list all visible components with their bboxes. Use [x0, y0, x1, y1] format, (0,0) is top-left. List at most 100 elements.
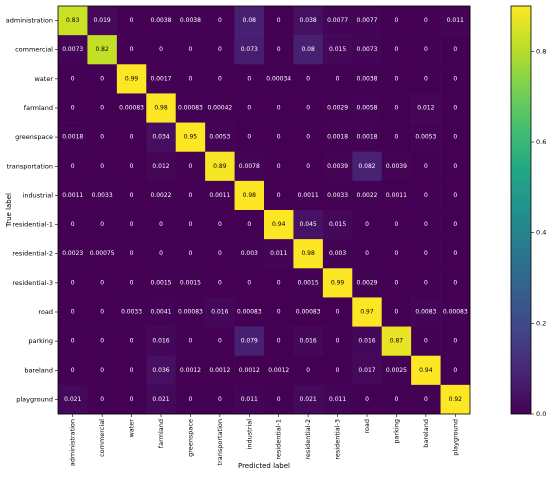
- cell-value-label: 0.97: [360, 309, 374, 316]
- heatmap-cell: [293, 355, 324, 386]
- heatmap-cell: [293, 268, 324, 298]
- cell-value-label: 0.003: [241, 250, 258, 257]
- heatmap-cell: [175, 297, 206, 327]
- cell-value-label: 0: [277, 17, 281, 24]
- cell-value-label: 0.99: [331, 279, 345, 286]
- y-tick-label: parking: [28, 337, 53, 345]
- heatmap-cell: [352, 35, 383, 65]
- heatmap-cell: [116, 355, 147, 386]
- cell-value-label: 0.00034: [266, 75, 291, 82]
- heatmap-cell: [264, 151, 294, 182]
- cell-value-label: 0: [159, 250, 163, 257]
- cell-value-label: 0: [336, 309, 340, 316]
- y-tick-label: road: [38, 308, 53, 316]
- cell-value-label: 0: [453, 75, 457, 82]
- cell-value-label: 0.012: [417, 105, 434, 112]
- cell-value-label: 0: [424, 75, 428, 82]
- heatmap-cell: [381, 384, 412, 415]
- cell-value-label: 0: [130, 46, 134, 53]
- cell-value-label: 0: [395, 250, 399, 257]
- cell-value-label: 0: [424, 163, 428, 170]
- cell-value-label: 0: [453, 367, 457, 374]
- cell-value-label: 0: [159, 46, 163, 53]
- heatmap-cell: [205, 122, 235, 153]
- cell-value-label: 0.0033: [327, 192, 348, 199]
- cell-value-label: 0.0011: [209, 192, 230, 199]
- heatmap-cell: [205, 6, 235, 36]
- cell-value-label: 0: [424, 338, 428, 345]
- cell-value-label: 0.0011: [386, 192, 407, 199]
- heatmap-cell: [87, 210, 118, 240]
- cell-value-label: 0.0029: [327, 105, 348, 112]
- cell-value-label: 0: [100, 105, 104, 112]
- heatmap-cell: [116, 35, 147, 65]
- cell-value-label: 0.0025: [386, 367, 407, 374]
- cell-value-label: 0.011: [270, 250, 287, 257]
- heatmap-cell: [234, 239, 265, 269]
- cell-value-label: 0: [100, 134, 104, 141]
- cell-value-label: 0: [365, 221, 369, 228]
- heatmap-cell: [264, 122, 294, 153]
- heatmap-cell: [264, 355, 294, 386]
- heatmap-cell: [322, 6, 353, 36]
- cell-value-label: 0: [424, 17, 428, 24]
- cell-value-label: 0: [277, 163, 281, 170]
- cell-value-label: 0.0012: [209, 367, 230, 374]
- cell-value-label: 0: [100, 221, 104, 228]
- cell-value-label: 0.0041: [151, 309, 172, 316]
- heatmap-cell: [58, 326, 88, 357]
- heatmap-cell: [58, 6, 88, 36]
- cell-value-label: 0: [130, 250, 134, 257]
- heatmap-cell: [87, 64, 118, 94]
- heatmap-cell: [175, 122, 206, 153]
- cell-value-label: 0: [189, 163, 193, 170]
- cell-value-label: 0: [189, 192, 193, 199]
- heatmap-cell: [381, 6, 412, 36]
- heatmap-cell: [146, 268, 177, 298]
- heatmap-cell: [352, 180, 383, 211]
- cell-value-label: 0: [100, 75, 104, 82]
- heatmap-cell: [381, 64, 412, 94]
- colorbar-tick-label: 0.6: [536, 138, 546, 146]
- heatmap-cell: [234, 6, 265, 36]
- cell-value-label: 0: [424, 192, 428, 199]
- heatmap-cell: [175, 239, 206, 269]
- heatmap-cell: [411, 326, 441, 357]
- cell-value-label: 0.0053: [209, 134, 230, 141]
- heatmap-cell: [411, 122, 441, 153]
- heatmap-cell: [234, 384, 265, 415]
- cell-value-label: 0: [277, 46, 281, 53]
- cell-value-label: 0: [277, 105, 281, 112]
- heatmap-cell: [116, 180, 147, 211]
- cell-value-label: 0: [71, 105, 75, 112]
- cell-value-label: 0: [130, 338, 134, 345]
- cell-value-label: 0: [71, 279, 75, 286]
- heatmap-cell: [411, 64, 441, 94]
- cell-value-label: 0: [306, 105, 310, 112]
- heatmap-cell: [440, 35, 471, 65]
- heatmap-cell: [264, 210, 294, 240]
- heatmap-cell: [58, 35, 88, 65]
- heatmap-cell: [352, 268, 383, 298]
- x-tick-label: industrial: [245, 419, 253, 450]
- colorbar-tick-label: 0.4: [536, 229, 546, 237]
- cell-value-label: 0.021: [300, 396, 317, 403]
- heatmap-cell: [116, 122, 147, 153]
- heatmap-cell: [58, 239, 88, 269]
- heatmap-cell: [234, 151, 265, 182]
- cell-value-label: 0: [130, 17, 134, 24]
- heatmap-cell: [411, 239, 441, 269]
- cell-value-label: 0: [395, 221, 399, 228]
- heatmap-cell: [175, 35, 206, 65]
- x-tick-label: playground: [451, 419, 459, 456]
- cell-value-label: 0.0023: [62, 250, 83, 257]
- x-tick-label: residential-3: [334, 419, 342, 460]
- heatmap-cell: [205, 180, 235, 211]
- cell-value-label: 0.87: [390, 338, 404, 345]
- cell-value-label: 0.021: [152, 396, 169, 403]
- heatmap-cell: [234, 326, 265, 357]
- cell-value-label: 0: [453, 105, 457, 112]
- heatmap-cell: [381, 151, 412, 182]
- heatmap-cell: [264, 180, 294, 211]
